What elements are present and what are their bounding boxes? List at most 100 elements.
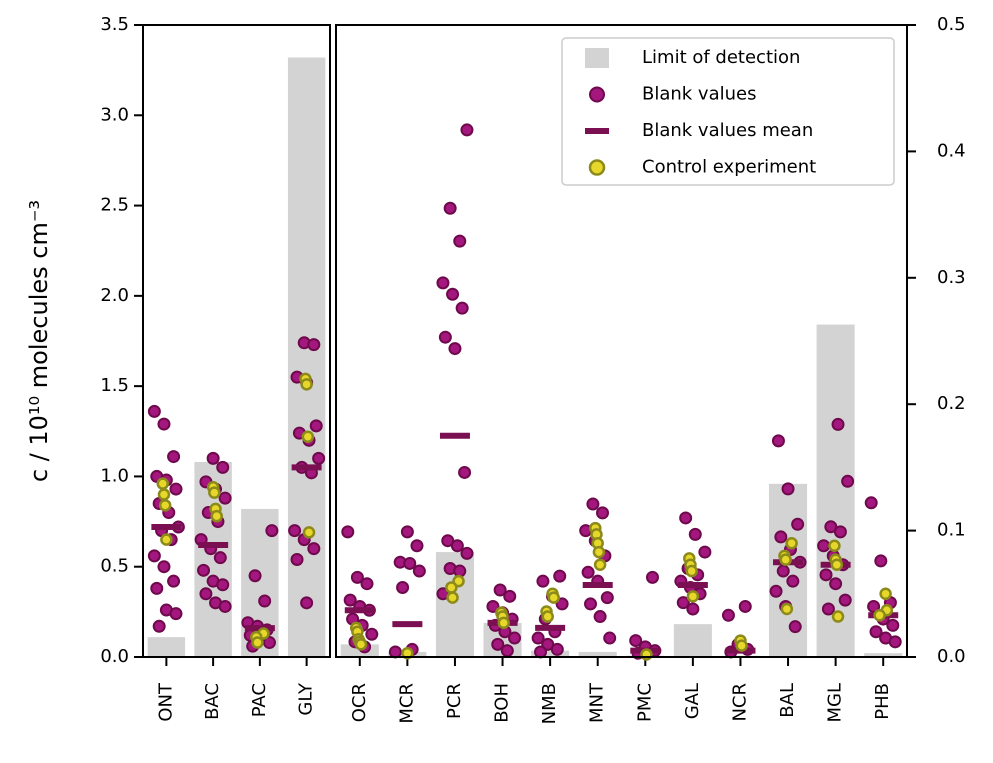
control-point bbox=[157, 488, 171, 501]
x-tick-label: PAC bbox=[249, 683, 270, 717]
control-point bbox=[156, 477, 170, 490]
control-point bbox=[685, 564, 698, 578]
y-tick-label: 1.5 bbox=[100, 375, 129, 396]
blank-point bbox=[157, 417, 171, 431]
x-tick-label: PHB bbox=[872, 683, 893, 720]
panel-frame bbox=[335, 24, 908, 658]
blank-point bbox=[508, 631, 522, 645]
y-tick-label: 3.5 bbox=[100, 14, 129, 35]
blank-point bbox=[596, 506, 610, 520]
legend-label: Control experiment bbox=[642, 157, 816, 178]
y-tick-label: 0.4 bbox=[937, 140, 966, 161]
blank-point bbox=[869, 625, 883, 639]
blank-point bbox=[147, 549, 161, 563]
blank-point bbox=[388, 645, 402, 659]
x-tick-label: BAL bbox=[777, 683, 798, 718]
blank-point bbox=[781, 482, 795, 496]
blank-point bbox=[534, 645, 548, 659]
blank-point bbox=[453, 564, 467, 578]
y-tick-label: 0.5 bbox=[937, 14, 966, 35]
control-point bbox=[158, 499, 172, 512]
blank-point bbox=[307, 542, 321, 556]
control-point bbox=[208, 486, 221, 499]
control-point bbox=[541, 610, 554, 623]
control-point bbox=[497, 616, 510, 630]
x-tick-label: ONT bbox=[155, 682, 176, 722]
control-point bbox=[831, 610, 845, 623]
y-tick-label: 2.0 bbox=[100, 285, 129, 306]
blank-point bbox=[169, 482, 183, 496]
blank-point bbox=[412, 564, 426, 578]
blank-point bbox=[788, 620, 802, 634]
y-axis-label: c / 10¹⁰ molecules cm⁻³ bbox=[25, 200, 53, 482]
blank-point bbox=[436, 276, 450, 290]
blank-point bbox=[167, 450, 181, 464]
blank-point bbox=[460, 123, 474, 137]
control-point bbox=[445, 581, 458, 594]
y-tick-label: 0.0 bbox=[937, 646, 966, 667]
blank-point bbox=[886, 618, 900, 632]
x-tick-label: MCR bbox=[396, 683, 417, 724]
blank-point bbox=[536, 574, 550, 588]
blank-point bbox=[841, 474, 855, 488]
blank-point bbox=[819, 568, 833, 582]
blank-point bbox=[288, 524, 302, 538]
blank-point bbox=[438, 330, 452, 344]
blank-point bbox=[586, 497, 600, 511]
blank-point bbox=[864, 496, 878, 510]
lod-bar bbox=[531, 650, 570, 657]
x-tick-label: PCR bbox=[444, 683, 465, 719]
x-tick-label: OCR bbox=[349, 683, 370, 722]
blank-point bbox=[503, 589, 517, 603]
blank-point bbox=[493, 583, 507, 597]
legend-swatch bbox=[589, 86, 605, 103]
blank-point bbox=[776, 564, 790, 578]
blank-point bbox=[300, 596, 314, 610]
blank-point bbox=[829, 577, 843, 591]
blank-point bbox=[831, 417, 845, 431]
blank-point bbox=[679, 511, 693, 525]
blank-point bbox=[769, 584, 783, 598]
control-point bbox=[401, 646, 414, 660]
blank-point bbox=[817, 539, 831, 553]
blank-point bbox=[218, 491, 232, 505]
blank-point bbox=[593, 610, 607, 624]
y-tick-label: 0.3 bbox=[937, 267, 966, 288]
blank-point bbox=[365, 627, 379, 641]
blank-point bbox=[197, 563, 211, 577]
blank-point bbox=[550, 642, 564, 656]
blank-point bbox=[258, 594, 272, 608]
blank-point bbox=[307, 338, 321, 352]
lod-bar bbox=[287, 57, 326, 657]
blank-point bbox=[441, 534, 455, 548]
blank-point bbox=[867, 599, 881, 613]
x-tick-label: NCR bbox=[729, 683, 750, 722]
blank-point bbox=[500, 644, 514, 658]
blank-point bbox=[584, 597, 598, 611]
lod-bar bbox=[578, 651, 617, 657]
blank-point bbox=[645, 570, 659, 584]
lod-bar bbox=[673, 624, 712, 657]
blank-point bbox=[453, 234, 467, 248]
blank-point bbox=[833, 525, 847, 539]
blank-point bbox=[248, 569, 262, 583]
blank-point bbox=[774, 530, 788, 544]
blank-point bbox=[265, 524, 279, 538]
blank-point bbox=[821, 602, 835, 616]
blank-point bbox=[199, 587, 213, 601]
y-tick-label: 2.5 bbox=[100, 195, 129, 216]
blank-point bbox=[403, 556, 417, 570]
x-tick-label: GLY bbox=[296, 682, 317, 716]
blank-point bbox=[343, 593, 357, 607]
control-point bbox=[446, 591, 459, 604]
blank-point bbox=[312, 451, 326, 465]
y-tick-label: 0.1 bbox=[937, 520, 966, 541]
blank-point bbox=[360, 577, 374, 591]
blank-point bbox=[738, 599, 752, 613]
blank-point bbox=[455, 301, 469, 315]
blank-point bbox=[150, 581, 164, 595]
blank-point bbox=[446, 287, 460, 301]
y-tick-label: 1.0 bbox=[100, 465, 129, 486]
blank-point bbox=[771, 434, 785, 448]
